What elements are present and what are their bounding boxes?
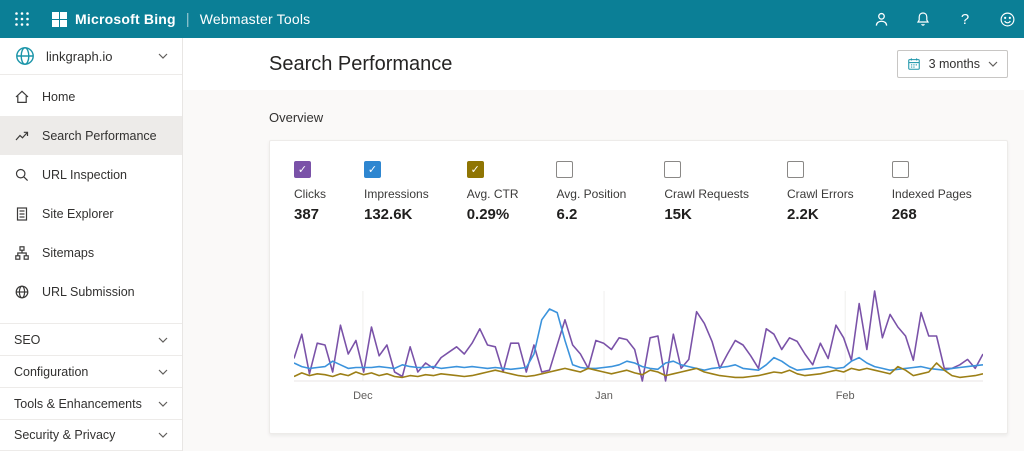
- trending-icon: [14, 128, 30, 144]
- sidebar-item-label: URL Submission: [42, 285, 135, 299]
- x-axis-tick-jan: Jan: [595, 390, 613, 402]
- main-header: Search Performance 3 months: [183, 38, 1024, 90]
- metric-label: Indexed Pages: [892, 187, 972, 201]
- layout: linkgraph.io Home Search Performance URL…: [0, 38, 1024, 451]
- sidebar-item-url-inspection[interactable]: URL Inspection: [0, 155, 182, 194]
- metric-checkbox[interactable]: [892, 161, 909, 178]
- sidebar-item-label: Site Explorer: [42, 207, 114, 221]
- page-title: Search Performance: [269, 53, 452, 76]
- chevron-down-icon: [158, 401, 168, 407]
- sidebar-item-sitemaps[interactable]: Sitemaps: [0, 233, 182, 272]
- sidebar-section-security-privacy[interactable]: Security & Privacy: [0, 419, 182, 451]
- content: Overview ✓ Clicks 387 ✓ Impressions 132.…: [183, 90, 1024, 451]
- search-icon: [14, 167, 30, 183]
- sidebar-section-label: Configuration: [14, 365, 88, 379]
- date-range-value: 3 months: [929, 57, 980, 71]
- chevron-down-icon: [158, 432, 168, 438]
- topbar: Microsoft Bing | Webmaster Tools ?: [0, 0, 1024, 38]
- main: Search Performance 3 months Overview: [183, 38, 1024, 451]
- user-profile-icon[interactable]: [872, 10, 890, 28]
- metric-checkbox[interactable]: ✓: [467, 161, 484, 178]
- notifications-bell-icon[interactable]: [914, 10, 932, 28]
- sidebar-item-search-performance[interactable]: Search Performance: [0, 116, 182, 155]
- topbar-actions: ?: [872, 10, 1016, 28]
- date-range-dropdown[interactable]: 3 months: [897, 50, 1008, 78]
- feedback-smiley-icon[interactable]: [998, 10, 1016, 28]
- metric-value: 15K: [664, 206, 749, 223]
- metric-indexed-pages[interactable]: Indexed Pages 268: [892, 161, 972, 223]
- help-glyph: ?: [961, 11, 969, 28]
- metric-value: 6.2: [556, 206, 626, 223]
- globe-icon: [14, 284, 30, 300]
- sitemap-icon: [14, 245, 30, 261]
- sidebar-item-label: URL Inspection: [42, 168, 127, 182]
- metric-value: 387: [294, 206, 326, 223]
- sidebar-section-label: Security & Privacy: [14, 428, 115, 442]
- metric-value: 0.29%: [467, 206, 519, 223]
- site-globe-icon: [14, 45, 36, 67]
- overview-card: ✓ Clicks 387 ✓ Impressions 132.6K ✓ Avg.…: [269, 140, 1008, 434]
- document-list-icon: [14, 206, 30, 222]
- metric-checkbox[interactable]: [664, 161, 681, 178]
- product-name: Webmaster Tools: [200, 11, 311, 27]
- metric-label: Clicks: [294, 187, 326, 201]
- x-axis-tick-dec: Dec: [353, 390, 373, 402]
- brand-separator: |: [184, 11, 192, 28]
- chevron-down-icon: [158, 337, 168, 343]
- metric-checkbox[interactable]: ✓: [294, 161, 311, 178]
- sidebar-item-site-explorer[interactable]: Site Explorer: [0, 194, 182, 233]
- brand[interactable]: Microsoft Bing | Webmaster Tools: [52, 11, 310, 28]
- performance-chart: [294, 287, 983, 387]
- x-axis-tick-feb: Feb: [836, 390, 855, 402]
- help-icon[interactable]: ?: [956, 10, 974, 28]
- chevron-down-icon: [158, 369, 168, 375]
- metric-value: 2.2K: [787, 206, 854, 223]
- metric-label: Crawl Errors: [787, 187, 854, 201]
- metric-label: Crawl Requests: [664, 187, 749, 201]
- sidebar-section-configuration[interactable]: Configuration: [0, 355, 182, 387]
- sidebar-item-url-submission[interactable]: URL Submission: [0, 272, 182, 311]
- metric-crawl-requests[interactable]: Crawl Requests 15K: [664, 161, 749, 223]
- metric-avg-position[interactable]: Avg. Position 6.2: [556, 161, 626, 223]
- chevron-down-icon: [988, 61, 998, 67]
- chart-area: Dec Jan Feb: [294, 287, 983, 406]
- home-icon: [14, 89, 30, 105]
- metric-checkbox[interactable]: [556, 161, 573, 178]
- chevron-down-icon: [158, 53, 168, 59]
- brand-name: Microsoft Bing: [75, 11, 176, 27]
- sidebar-section-seo[interactable]: SEO: [0, 323, 182, 355]
- metric-clicks[interactable]: ✓ Clicks 387: [294, 161, 326, 223]
- metric-value: 268: [892, 206, 972, 223]
- sidebar-item-label: Sitemaps: [42, 246, 94, 260]
- metric-impressions[interactable]: ✓ Impressions 132.6K: [364, 161, 429, 223]
- metric-avg-ctr[interactable]: ✓ Avg. CTR 0.29%: [467, 161, 519, 223]
- metric-label: Impressions: [364, 187, 429, 201]
- sidebar-item-label: Home: [42, 90, 75, 104]
- sidebar-nav: Home Search Performance URL Inspection S…: [0, 75, 182, 311]
- metric-checkbox[interactable]: [787, 161, 804, 178]
- metric-label: Avg. Position: [556, 187, 626, 201]
- site-selector[interactable]: linkgraph.io: [0, 38, 182, 75]
- metric-label: Avg. CTR: [467, 187, 519, 201]
- site-name: linkgraph.io: [46, 49, 148, 64]
- metrics-row: ✓ Clicks 387 ✓ Impressions 132.6K ✓ Avg.…: [294, 161, 983, 223]
- calendar-icon: [907, 57, 921, 71]
- sidebar-item-label: Search Performance: [42, 129, 157, 143]
- overview-label: Overview: [269, 110, 1008, 125]
- sidebar: linkgraph.io Home Search Performance URL…: [0, 38, 183, 451]
- topbar-left: Microsoft Bing | Webmaster Tools: [10, 7, 310, 31]
- sidebar-section-label: Tools & Enhancements: [14, 397, 142, 411]
- sidebar-section-tools-enhancements[interactable]: Tools & Enhancements: [0, 387, 182, 419]
- metric-value: 132.6K: [364, 206, 429, 223]
- app-launcher-waffle-icon[interactable]: [10, 7, 34, 31]
- metric-checkbox[interactable]: ✓: [364, 161, 381, 178]
- sidebar-sections: SEO Configuration Tools & Enhancements: [0, 323, 182, 451]
- metric-crawl-errors[interactable]: Crawl Errors 2.2K: [787, 161, 854, 223]
- sidebar-item-home[interactable]: Home: [0, 77, 182, 116]
- microsoft-logo-icon: [52, 12, 67, 27]
- chart-x-axis-labels: Dec Jan Feb: [294, 390, 983, 406]
- sidebar-section-label: SEO: [14, 333, 40, 347]
